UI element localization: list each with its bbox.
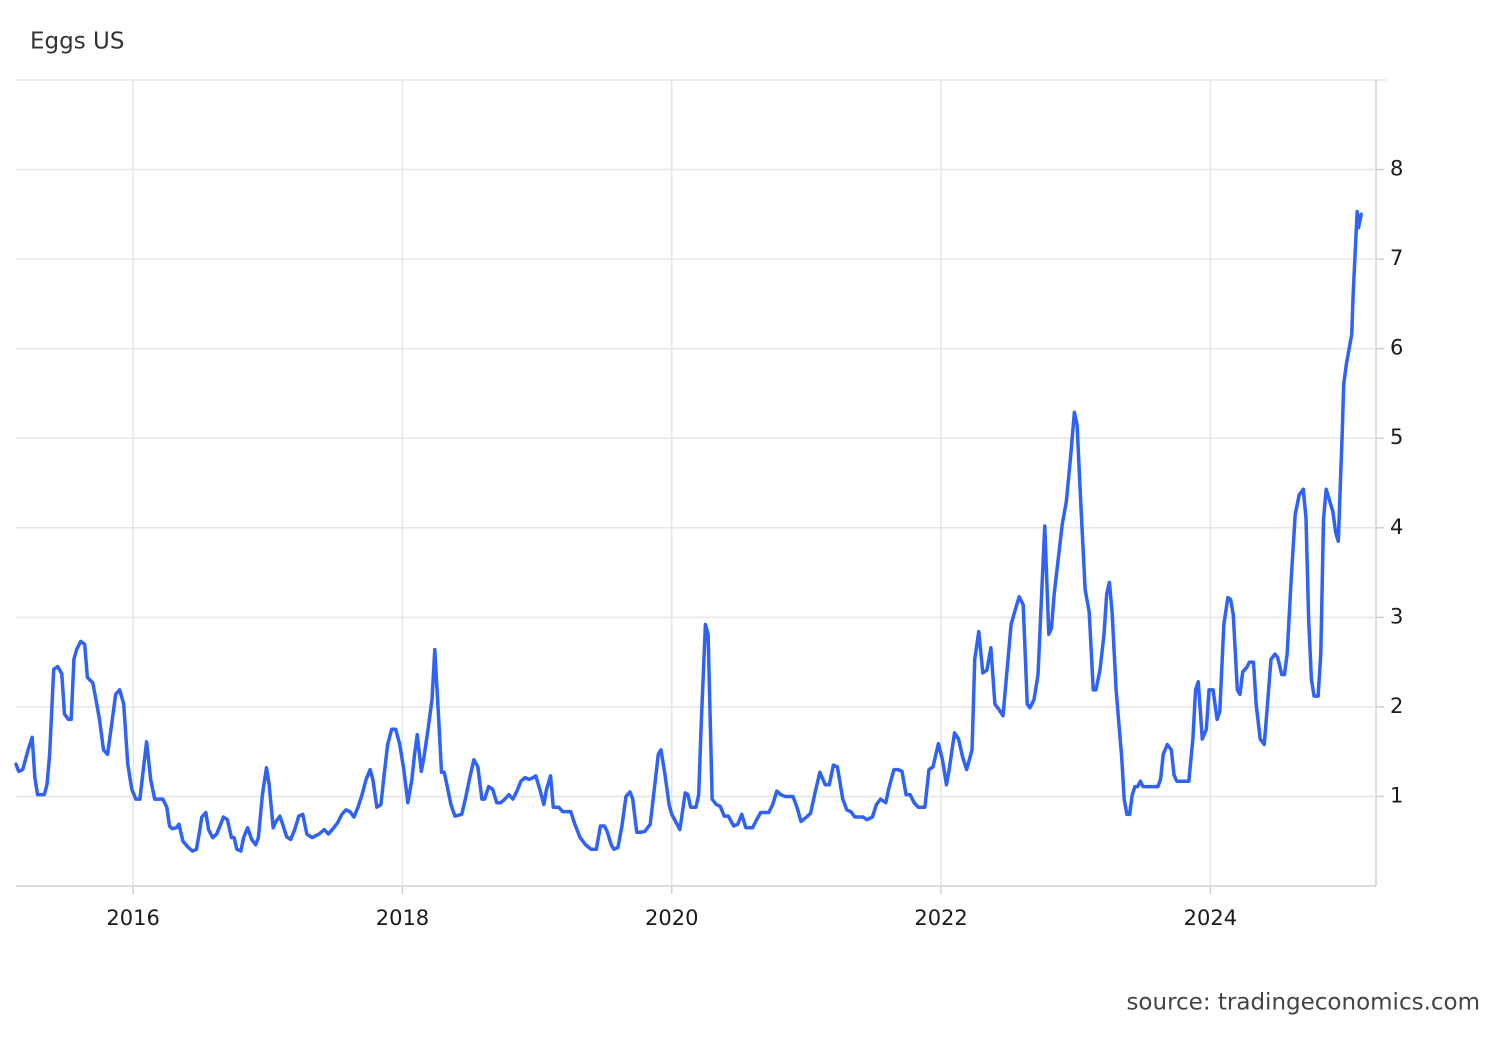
- x-tick-label: 2024: [1184, 906, 1237, 930]
- y-tick-label: 7: [1390, 246, 1403, 270]
- x-tick-label: 2016: [106, 906, 159, 930]
- y-tick-label: 5: [1390, 425, 1403, 449]
- x-tick-label: 2018: [376, 906, 429, 930]
- x-tick-label: 2022: [914, 906, 967, 930]
- x-tick-label: 2020: [645, 906, 698, 930]
- data-line: [14, 209, 1363, 853]
- y-tick-label: 6: [1390, 336, 1403, 360]
- y-tick-label: 3: [1390, 604, 1403, 628]
- chart-title: Eggs US: [30, 29, 124, 55]
- y-tick-label: 2: [1390, 694, 1403, 718]
- y-tick-label: 1: [1390, 783, 1403, 807]
- y-tick-label: 8: [1390, 157, 1403, 181]
- y-tick-label: 4: [1390, 515, 1403, 539]
- source-note: source: tradingeconomics.com: [1126, 990, 1480, 1016]
